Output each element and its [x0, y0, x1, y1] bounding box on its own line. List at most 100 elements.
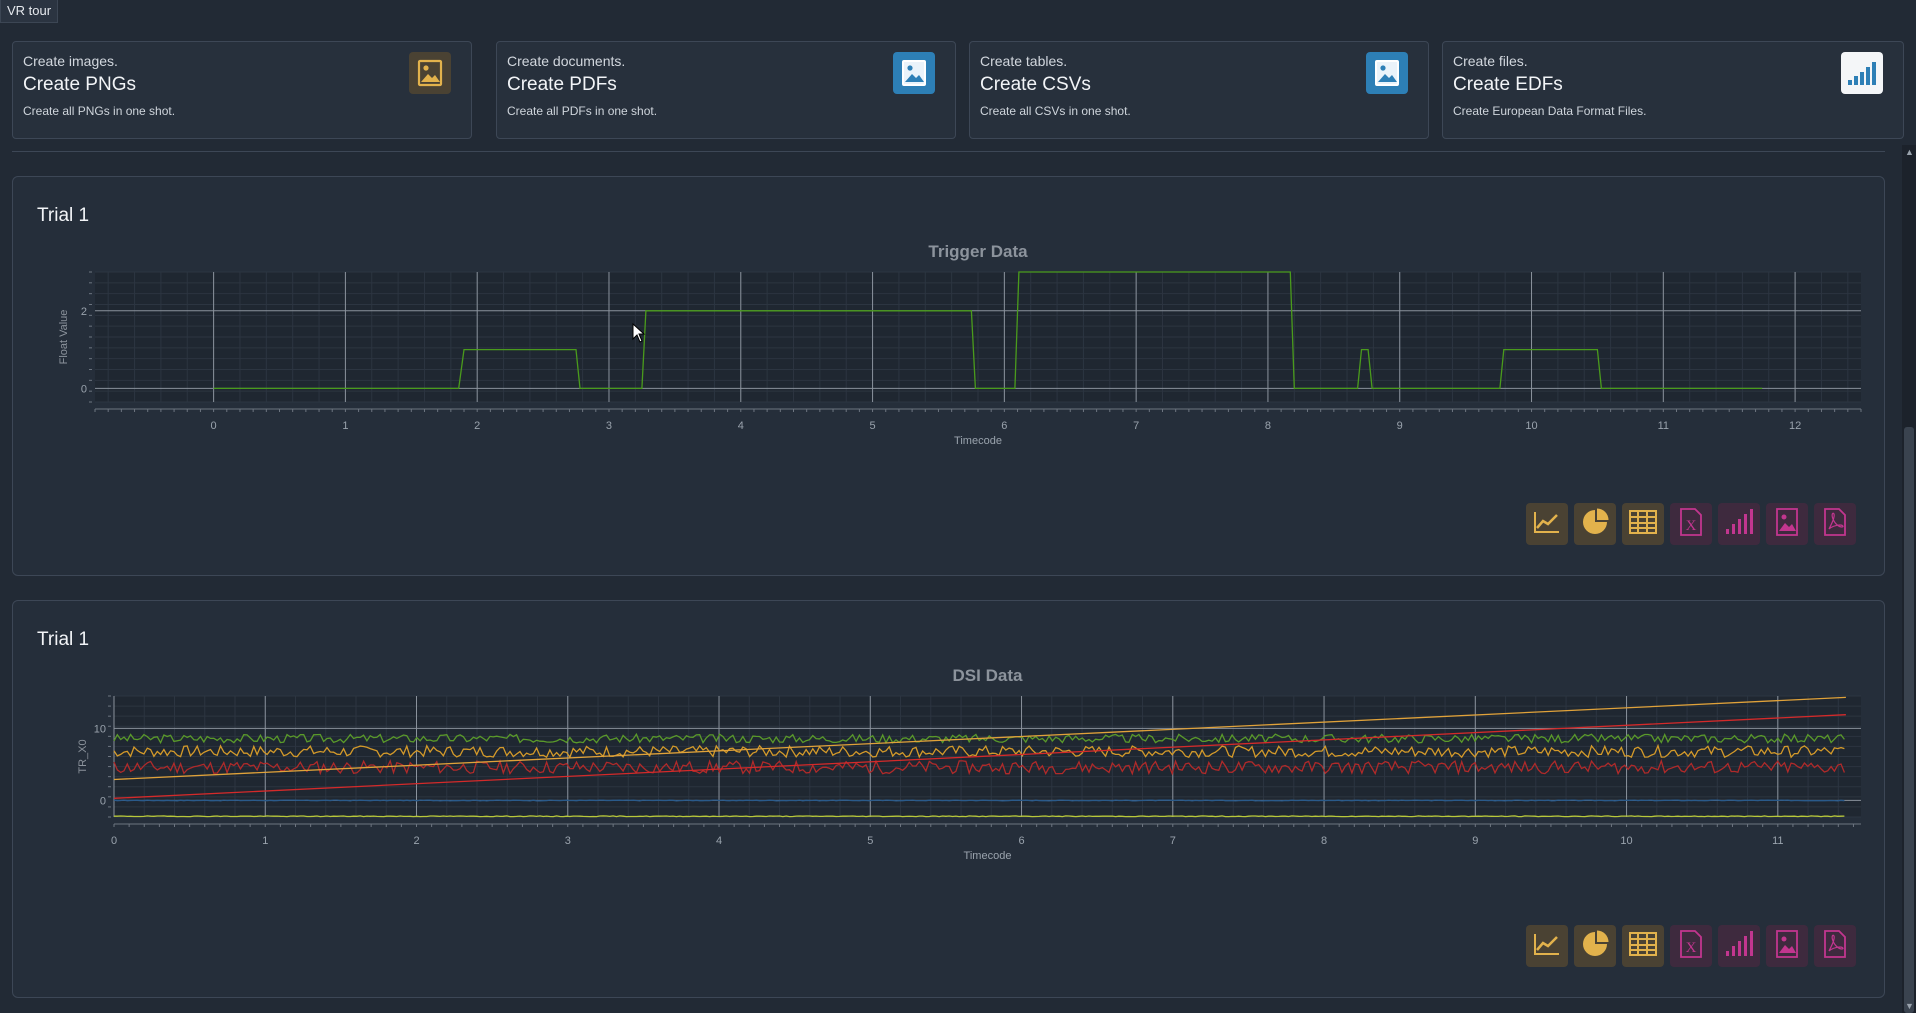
- scroll-down-icon[interactable]: ▼: [1905, 1001, 1914, 1011]
- excel-button[interactable]: X: [1670, 503, 1712, 545]
- card-description: Create all PDFs in one shot.: [507, 104, 658, 118]
- y-tick-label: 0: [100, 795, 106, 807]
- pie-chart-icon: [1580, 929, 1610, 964]
- pdf-icon: [1822, 929, 1848, 964]
- panel-title: Trial 1: [37, 205, 90, 226]
- dsi-data-panel: Trial 1 0 1 2 3 4 5 6 7 8 9 10 11 0 10 DSI Data Timecod…: [12, 600, 1885, 998]
- x-axis-label: Timecode: [964, 850, 1012, 862]
- pie-chart-button[interactable]: [1574, 503, 1616, 545]
- dsi-data-chart: 0 1 2 3 4 5 6 7 8 9 10 11 0 10 DSI Data Timecode TR_X0: [77, 666, 1861, 862]
- bar-signal-icon: [1724, 508, 1754, 541]
- card-subtitle: Create images.: [23, 53, 118, 69]
- scroll-up-icon[interactable]: ▲: [1905, 147, 1914, 157]
- x-axis-label: Timecode: [954, 435, 1002, 447]
- card-subtitle: Create files.: [1453, 53, 1528, 69]
- card-subtitle: Create documents.: [507, 53, 626, 69]
- x-tick-label: 1: [342, 420, 348, 432]
- bar-signal-button[interactable]: [1718, 503, 1760, 545]
- table-icon: [1628, 931, 1658, 962]
- excel-icon: X: [1678, 507, 1704, 542]
- image-icon: [1774, 929, 1800, 964]
- y-tick-label: 10: [94, 723, 106, 735]
- series-line: [113, 714, 1846, 799]
- bar-signal-button[interactable]: [1718, 925, 1760, 967]
- bar-signal-icon[interactable]: [1841, 52, 1883, 94]
- x-tick-label: 8: [1321, 835, 1327, 847]
- tab-bar: VR tour: [0, 0, 1916, 24]
- series-line: [113, 732, 1845, 745]
- pdf-button[interactable]: [1814, 925, 1856, 967]
- collapsed-panel-edge: [12, 141, 1885, 152]
- image-icon: [1774, 507, 1800, 542]
- x-tick-label: 5: [870, 420, 876, 432]
- scrollbar-thumb[interactable]: [1904, 427, 1914, 1013]
- chart-toolbar: X: [1526, 503, 1856, 545]
- pie-chart-icon: [1580, 507, 1610, 542]
- chart-title: DSI Data: [953, 666, 1023, 685]
- x-tick-label: 6: [1001, 420, 1007, 432]
- y-axis-label: TR_X0: [77, 739, 89, 773]
- svg-text:X: X: [1686, 518, 1697, 534]
- image-icon[interactable]: [409, 52, 451, 94]
- image-button[interactable]: [1766, 925, 1808, 967]
- excel-icon: X: [1678, 929, 1704, 964]
- excel-button[interactable]: X: [1670, 925, 1712, 967]
- x-tick-label: 9: [1472, 835, 1478, 847]
- x-tick-label: 7: [1133, 420, 1139, 432]
- trigger-data-panel: Trial 1 0 1 2 3 4 5 6 7 8 9 10 11 12 0 2 Trigger Data Ti…: [12, 176, 1885, 576]
- series-line: [113, 743, 1845, 759]
- series-line: [113, 758, 1846, 776]
- series-line: [113, 799, 1845, 802]
- chart-toolbar: X: [1526, 925, 1856, 967]
- x-tick-label: 8: [1265, 420, 1271, 432]
- card-title: Create EDFs: [1453, 74, 1563, 95]
- x-tick-label: 10: [1525, 420, 1537, 432]
- series-line: [213, 271, 1763, 390]
- mouse-cursor: [632, 323, 646, 343]
- chart-title: Trigger Data: [928, 242, 1028, 261]
- y-tick-label: 0: [81, 383, 87, 395]
- x-tick-label: 11: [1658, 420, 1669, 432]
- x-tick-label: 4: [738, 420, 744, 432]
- pie-chart-button[interactable]: [1574, 925, 1616, 967]
- x-tick-label: 0: [211, 420, 217, 432]
- export-cards: Create images. Create PNGs Create all PN…: [12, 41, 1904, 141]
- create-csvs-card[interactable]: Create tables. Create CSVs Create all CS…: [969, 41, 1429, 139]
- table-button[interactable]: [1622, 925, 1664, 967]
- x-tick-label: 11: [1772, 835, 1783, 847]
- table-button[interactable]: [1622, 503, 1664, 545]
- x-tick-label: 5: [867, 835, 873, 847]
- panel-title: Trial 1: [37, 629, 90, 650]
- x-tick-label: 12: [1789, 420, 1801, 432]
- x-tick-label: 0: [111, 835, 117, 847]
- x-tick-label: 3: [606, 420, 612, 432]
- x-tick-label: 9: [1397, 420, 1403, 432]
- x-tick-label: 2: [413, 835, 419, 847]
- vertical-scrollbar[interactable]: ▲ ▼: [1902, 145, 1916, 1013]
- series-line: [114, 815, 1845, 818]
- tab-vr-tour[interactable]: VR tour: [0, 0, 59, 23]
- x-tick-label: 4: [716, 835, 722, 847]
- card-title: Create PNGs: [23, 74, 136, 95]
- card-title: Create CSVs: [980, 74, 1091, 95]
- image-icon[interactable]: [1366, 52, 1408, 94]
- x-tick-label: 10: [1620, 835, 1632, 847]
- create-pdfs-card[interactable]: Create documents. Create PDFs Create all…: [496, 41, 956, 139]
- x-tick-label: 7: [1170, 835, 1176, 847]
- svg-text:X: X: [1686, 940, 1697, 956]
- y-axis-label: Float Value: [58, 310, 70, 365]
- card-description: Create all CSVs in one shot.: [980, 104, 1131, 118]
- table-icon: [1628, 509, 1658, 540]
- bar-signal-icon: [1724, 930, 1754, 963]
- create-edfs-card[interactable]: Create files. Create EDFs Create Europea…: [1442, 41, 1904, 139]
- series-line: [113, 696, 1846, 781]
- image-icon[interactable]: [893, 52, 935, 94]
- pdf-icon: [1822, 507, 1848, 542]
- line-chart-button[interactable]: [1526, 925, 1568, 967]
- image-button[interactable]: [1766, 503, 1808, 545]
- create-pngs-card[interactable]: Create images. Create PNGs Create all PN…: [12, 41, 472, 139]
- x-tick-label: 1: [262, 835, 268, 847]
- line-chart-button[interactable]: [1526, 503, 1568, 545]
- pdf-button[interactable]: [1814, 503, 1856, 545]
